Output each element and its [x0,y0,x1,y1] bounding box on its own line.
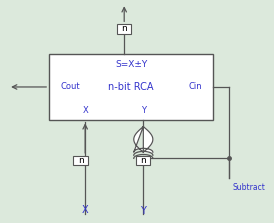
Text: Y: Y [141,106,146,115]
Text: n: n [78,156,83,165]
Text: X: X [82,106,88,115]
Text: X: X [82,205,89,215]
Text: Y: Y [140,206,146,216]
Text: Subtract: Subtract [232,183,265,192]
Text: n: n [141,156,146,165]
Text: n: n [121,25,127,33]
Text: S=X±Y: S=X±Y [115,60,147,69]
Text: Cin: Cin [189,83,202,91]
Polygon shape [134,127,153,152]
Bar [136,156,150,165]
Bar [117,24,131,34]
Bar [49,54,213,120]
Text: n-bit RCA: n-bit RCA [108,82,154,92]
Text: Cout: Cout [60,83,80,91]
Bar [73,156,88,165]
